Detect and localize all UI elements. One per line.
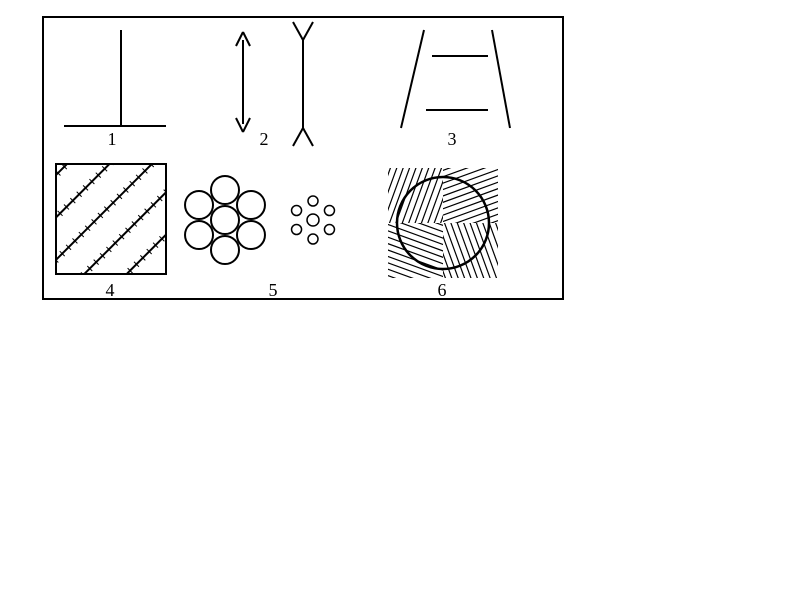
- panel-4-label: 4: [106, 280, 115, 301]
- panel-6-illusion: [382, 162, 504, 284]
- diagram-canvas: 1 2 3 4 5 6: [0, 0, 794, 596]
- panel-3-illusion: [390, 20, 530, 140]
- panel-2-illusion: [210, 18, 340, 158]
- panel-2-label: 2: [260, 129, 269, 150]
- panel-1-label: 1: [108, 129, 117, 150]
- panel-3-label: 3: [448, 129, 457, 150]
- panel-5-label: 5: [269, 280, 278, 301]
- panel-5-illusion: [180, 160, 350, 280]
- panel-4-illusion: [52, 160, 170, 278]
- panel-6-label: 6: [438, 280, 447, 301]
- panel-1-illusion: [50, 20, 190, 140]
